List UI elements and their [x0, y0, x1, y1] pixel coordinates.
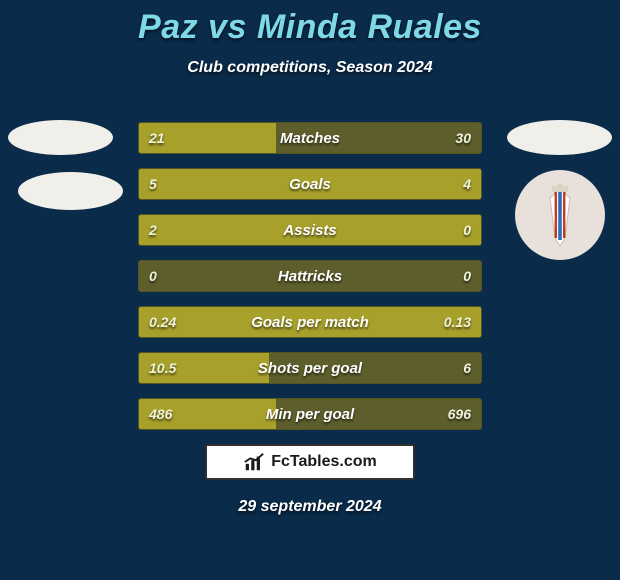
stat-row: 0.240.13Goals per match [138, 306, 482, 338]
stat-row: 10.56Shots per goal [138, 352, 482, 384]
stat-label: Hattricks [139, 261, 481, 291]
stat-row: 20Assists [138, 214, 482, 246]
badge-stripe-blue [558, 190, 562, 240]
stat-label: Shots per goal [139, 353, 481, 383]
stat-row: 486696Min per goal [138, 398, 482, 430]
stat-label: Min per goal [139, 399, 481, 429]
brand-label: FcTables.com [271, 453, 377, 471]
stats-table: 2130Matches 54Goals 20Assists 00Hattricks 0.… [138, 122, 482, 444]
stat-label: Matches [139, 123, 481, 153]
avatar-left-placeholder-1 [8, 120, 113, 155]
comparison-card: Paz vs Minda Ruales Club competitions, S… [0, 0, 620, 580]
chart-icon [243, 451, 265, 473]
date-label: 29 september 2024 [0, 498, 620, 516]
stat-label: Assists [139, 215, 481, 245]
badge-band [552, 186, 568, 192]
stat-row: 54Goals [138, 168, 482, 200]
stat-label: Goals [139, 169, 481, 199]
subtitle: Club competitions, Season 2024 [0, 59, 620, 77]
avatar-left-placeholder-2 [18, 172, 123, 210]
stat-row: 2130Matches [138, 122, 482, 154]
stat-row: 00Hattricks [138, 260, 482, 292]
shield-icon [525, 180, 595, 250]
badge-stripe-red-right [563, 190, 565, 238]
avatar-right-placeholder-1 [507, 120, 612, 155]
stat-label: Goals per match [139, 307, 481, 337]
badge-stripe-red-left [555, 190, 557, 238]
page-title: Paz vs Minda Ruales [0, 8, 620, 47]
club-badge-right [515, 170, 605, 260]
brand-box[interactable]: FcTables.com [205, 444, 415, 480]
